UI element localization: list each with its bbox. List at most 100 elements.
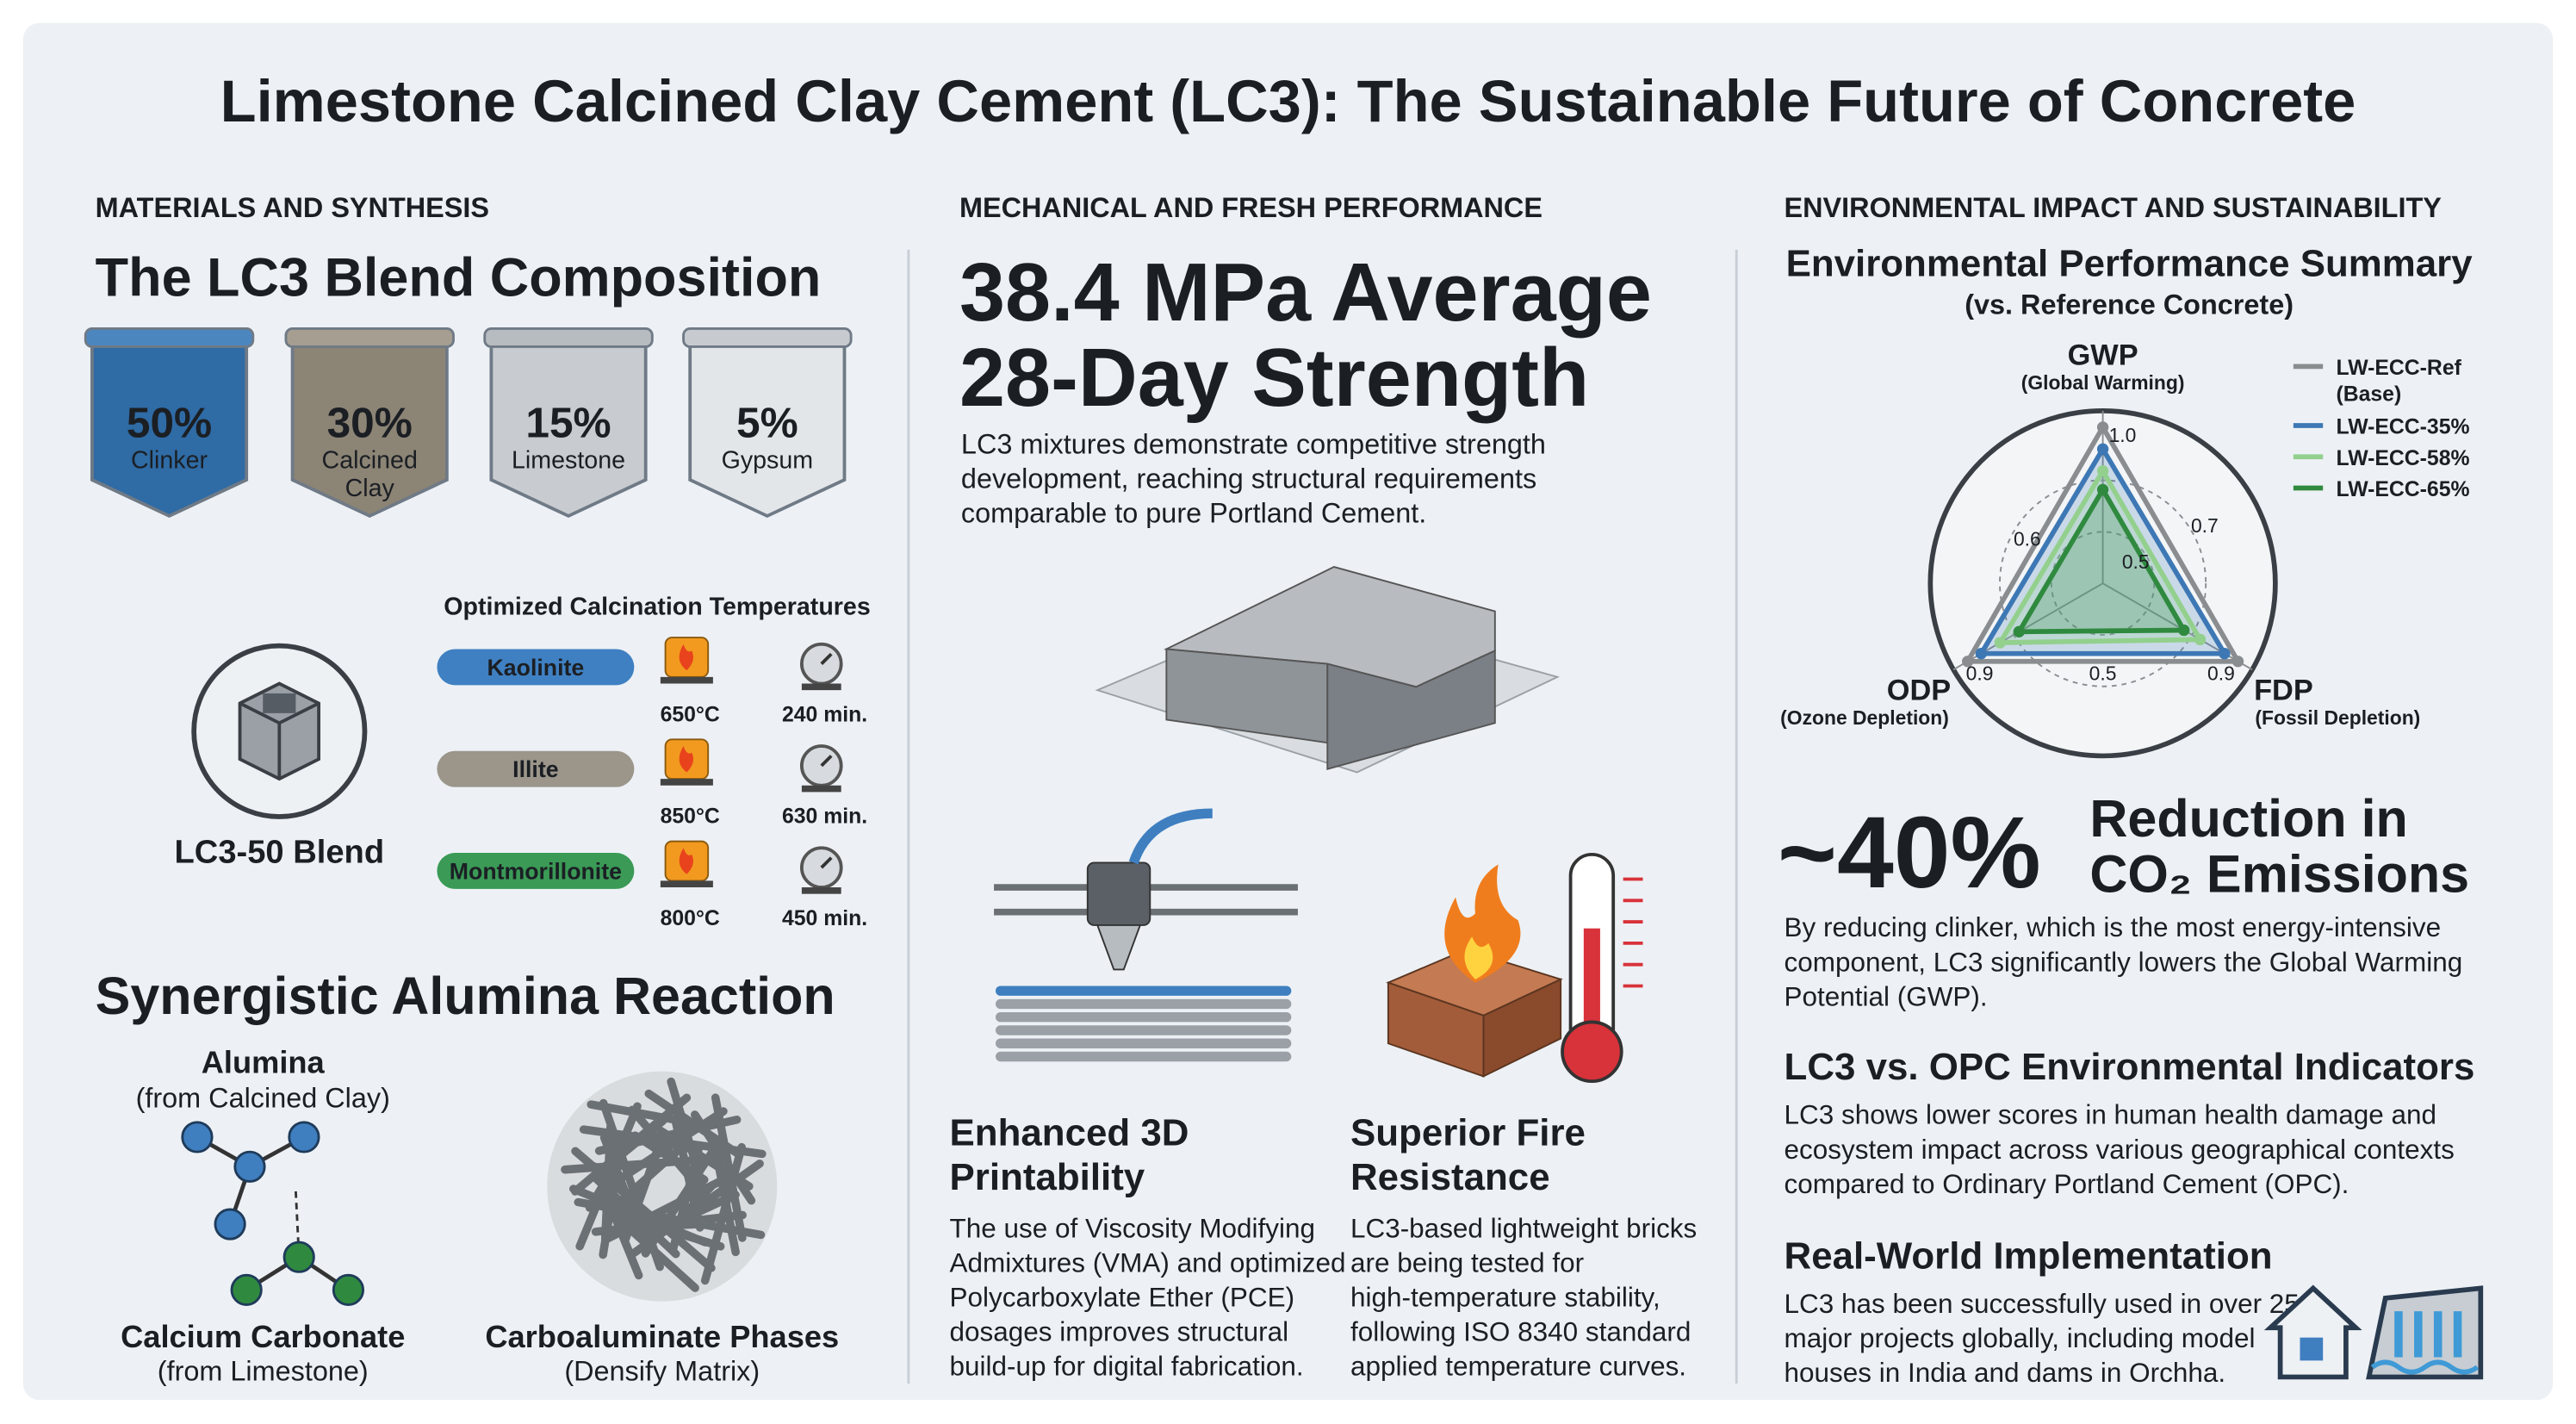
tick-label: 1.0 — [2109, 424, 2137, 446]
radar-point — [2096, 443, 2109, 455]
radar-point — [2219, 648, 2231, 660]
radar-point — [2178, 624, 2190, 637]
axis-label: FDP — [2254, 675, 2313, 707]
atom — [181, 1121, 214, 1154]
timer-hand — [820, 856, 833, 869]
paragraph: ecosystem impact across various geograph… — [1785, 1135, 2455, 1165]
feature-title: Resistance — [1350, 1156, 1550, 1198]
legend-label: LW-ECC-58% — [2336, 447, 2469, 470]
section-title: Synergistic Alumina Reaction — [96, 967, 835, 1025]
tick-label: 0.5 — [2122, 550, 2150, 573]
cube-top — [239, 701, 320, 780]
timer-base — [801, 785, 841, 793]
flame — [679, 644, 694, 671]
house-window — [2300, 1337, 2324, 1361]
axis-sublabel: (Ozone Depletion) — [1780, 706, 1949, 729]
nozzle — [1096, 923, 1142, 971]
paragraph: LC3 mixtures demonstrate competitive str… — [961, 428, 1546, 459]
temperature: 850°C — [661, 805, 720, 829]
printed-layer — [995, 1051, 1292, 1062]
tick-label: 0.9 — [2207, 662, 2235, 685]
paragraph: following ISO 8340 standard — [1350, 1316, 1691, 1346]
radar-point — [2231, 656, 2244, 668]
product: Carboaluminate Phases — [485, 1319, 839, 1354]
printed-layer — [995, 986, 1292, 996]
thermometer-fill — [1583, 928, 1600, 1044]
subheading: Optimized Calcination Temperatures — [444, 593, 870, 620]
network-strand — [585, 1133, 636, 1212]
network-strand — [608, 1107, 728, 1188]
house-icon — [2263, 1284, 2362, 1380]
paragraph: LC3 has been successfully used in over 2… — [1785, 1289, 2300, 1319]
printed-layer — [995, 1025, 1292, 1035]
network-strand — [711, 1093, 747, 1242]
atom — [230, 1273, 263, 1306]
radar-point — [2096, 465, 2109, 477]
feature-title: Superior Fire — [1350, 1111, 1586, 1154]
blend-percent: 50% — [127, 398, 212, 446]
blend-name: LC3-50 Blend — [175, 833, 385, 870]
cube-hole — [263, 693, 296, 713]
dam-wave — [2370, 1359, 2480, 1375]
page-title: Limestone Calcined Clay Cement (LC3): Th… — [220, 68, 2356, 134]
duration: 630 min. — [782, 805, 867, 829]
paragraph: major projects globally, including model — [1785, 1323, 2256, 1353]
paragraph: The use of Viscosity Modifying — [950, 1213, 1315, 1243]
paragraph: LC3 shows lower scores in human health d… — [1785, 1100, 2436, 1130]
furnace-base — [660, 779, 713, 786]
feature-title: Printability — [950, 1156, 1145, 1198]
block-side — [1326, 649, 1496, 770]
paragraph: are being tested for — [1350, 1247, 1584, 1278]
radar-point — [2096, 483, 2109, 496]
headline: 38.4 MPa Average — [959, 247, 1652, 339]
axis-sublabel: (Fossil Depletion) — [2255, 706, 2420, 729]
clay-pill — [437, 750, 635, 787]
tick-label: 0.6 — [2014, 527, 2041, 550]
paragraph: Polycarboxylate Ether (PCE) — [950, 1282, 1295, 1312]
legend-label: LW-ECC-65% — [2336, 478, 2469, 501]
duration: 240 min. — [782, 703, 867, 726]
axis-label: ODP — [1887, 675, 1951, 707]
brick-side — [1482, 978, 1562, 1078]
chart-subtitle: (vs. Reference Concrete) — [1965, 289, 2294, 320]
network-strand — [571, 1147, 716, 1272]
temperature: 650°C — [661, 703, 720, 726]
radar-point — [1961, 656, 1974, 668]
network-strand — [700, 1142, 746, 1285]
blend-label: Clinker — [131, 447, 208, 475]
blend-percent: 30% — [327, 398, 413, 446]
clay-name: Kaolinite — [487, 655, 585, 681]
blend-lip — [284, 327, 455, 348]
axis-sublabel: (Global Warming) — [2021, 371, 2185, 394]
legend-label: LW-ECC-35% — [2336, 416, 2469, 439]
subsection-title: LC3 vs. OPC Environmental Indicators — [1785, 1046, 2475, 1088]
radar-point — [2194, 633, 2207, 646]
timer-hand — [820, 652, 833, 665]
blend-lip — [84, 327, 255, 348]
timer-hand — [820, 755, 833, 768]
big-stat: ~40% — [1778, 796, 2041, 910]
blend-percent: 5% — [736, 398, 798, 446]
printed-layer — [995, 1011, 1292, 1023]
hose — [1128, 808, 1213, 865]
radar-point — [1975, 648, 1988, 660]
atom — [332, 1273, 365, 1306]
thermometer-bulb — [1561, 1020, 1623, 1084]
paragraph: dosages improves structural — [950, 1316, 1289, 1346]
atom — [282, 1241, 315, 1273]
atom — [214, 1208, 246, 1241]
blend-lip — [483, 327, 654, 348]
paragraph: high-temperature stability, — [1350, 1282, 1660, 1312]
reactant-source: (from Calcined Clay) — [136, 1083, 390, 1114]
furnace-base — [660, 676, 713, 684]
blend-label: Calcined — [322, 447, 418, 475]
duration: 450 min. — [782, 907, 867, 930]
stat-label: Reduction in — [2089, 789, 2407, 848]
paragraph: Admixtures (VMA) and optimized — [950, 1247, 1346, 1278]
flame — [1444, 864, 1521, 983]
section-title: The LC3 Blend Composition — [96, 247, 822, 308]
feature-title: Enhanced 3D — [950, 1111, 1189, 1154]
flame-core — [1464, 936, 1493, 979]
